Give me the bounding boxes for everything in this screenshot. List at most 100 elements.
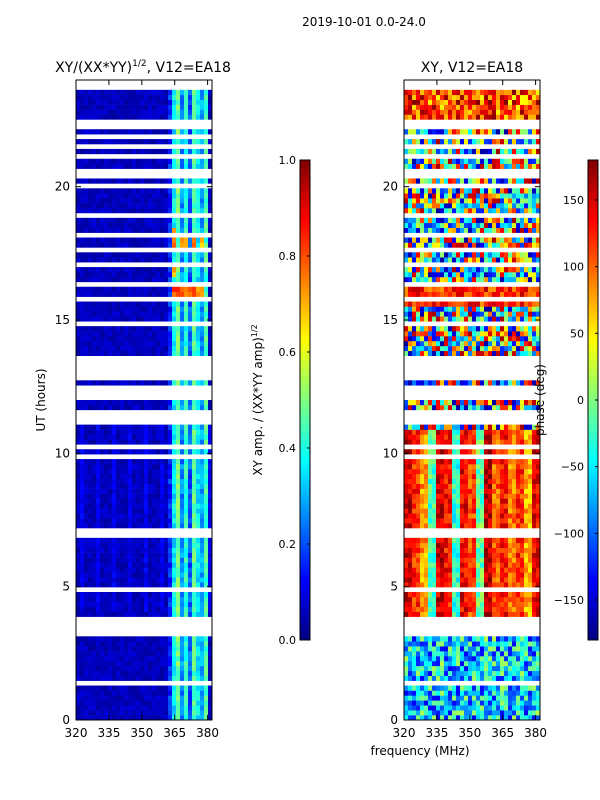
left-heatmap-cell [84,311,89,317]
left-heatmap-cell [132,326,137,332]
left-heatmap-cell [148,690,153,696]
left-heatmap-cell [204,94,209,100]
left-heatmap-cell [136,188,141,194]
left-heatmap-cell [172,193,177,199]
left-heatmap-cell [132,104,137,110]
right-heatmap-cell [488,656,493,662]
left-heatmap-cell [120,178,125,184]
right-heatmap-cell [412,670,417,676]
right-heatmap-cell [496,572,501,578]
left-heatmap-cell [124,326,129,332]
left-heatmap-cell [164,577,169,583]
left-heatmap-cell [160,252,165,258]
left-heatmap-cell [124,596,129,603]
left-heatmap-cell [204,459,209,465]
right-heatmap-cell [532,582,537,588]
left-heatmap-cell [204,518,209,524]
right-heatmap-cell [416,646,421,652]
left-heatmap-cell [176,424,181,430]
left-heatmap-cell [92,636,97,642]
left-heatmap-cell [92,139,97,145]
left-colorbar-segment [300,168,310,173]
right-heatmap-cell [448,695,453,701]
left-heatmap-cell [100,148,105,155]
right-heatmap-cell [464,656,469,662]
left-colorbar-segment [300,192,310,197]
left-heatmap-cell [128,592,133,598]
right-heatmap-cell [408,518,413,524]
left-heatmap-cell [76,139,81,145]
left-heatmap-cell [156,611,161,617]
right-heatmap-cell [432,513,437,519]
left-heatmap-cell [84,508,89,514]
right-heatmap-cell [476,690,481,696]
right-heatmap-cell [484,606,489,612]
left-heatmap-cell [112,473,117,480]
right-heatmap-cell [468,656,473,662]
right-heatmap-cell [420,675,425,681]
right-heatmap-cell [484,710,489,716]
left-heatmap-cell [148,252,153,258]
right-heatmap-cell [432,557,437,563]
left-heatmap-cell [132,208,137,214]
left-heatmap-cell [204,700,209,706]
left-heatmap-cell [152,665,157,672]
left-heatmap-cell [152,611,157,617]
left-heatmap-cell [88,513,93,519]
left-heatmap-cell [116,705,121,711]
right-heatmap-cell [520,572,525,578]
left-heatmap-cell [140,572,145,578]
left-heatmap-cell [164,129,169,135]
left-heatmap-cell [184,488,189,494]
right-heatmap-cell [436,464,441,470]
left-heatmap-cell [84,646,89,652]
right-heatmap-cell [416,596,421,603]
left-heatmap-cell [124,449,129,455]
left-heatmap-cell [168,148,173,155]
right-heatmap-cell [476,523,481,529]
right-heatmap-cell [496,459,501,465]
left-heatmap-cell [160,547,165,553]
right-heatmap-cell [416,675,421,681]
left-heatmap-cell [164,237,169,243]
right-heatmap-cell [500,582,505,588]
left-heatmap-cell [80,468,85,475]
left-heatmap-cell [168,601,173,608]
left-heatmap-cell [192,483,197,489]
left-heatmap-cell [188,552,193,558]
right-heatmap-cell [508,508,513,514]
right-heatmap-cell [416,636,421,642]
left-heatmap-cell [160,601,165,608]
left-heatmap-cell [128,429,133,435]
left-heatmap-cell [96,656,101,662]
left-heatmap-cell [164,404,169,411]
right-heatmap-cell [428,710,433,716]
right-heatmap-cell [448,518,453,524]
left-heatmap-cell [144,567,149,573]
right-heatmap-cell [448,552,453,558]
right-heatmap-cell [468,562,473,568]
left-heatmap-cell [208,488,212,494]
left-heatmap-cell [144,272,149,278]
left-heatmap-cell [152,340,157,347]
left-heatmap-cell [140,449,145,455]
right-heatmap-cell [464,503,469,509]
left-heatmap-cell [160,508,165,514]
right-heatmap-cell [488,695,493,701]
left-heatmap-cell [200,109,205,115]
left-heatmap-cell [176,503,181,509]
right-heatmap-cell [528,468,533,475]
left-heatmap-cell [144,114,149,120]
left-heatmap-cell [116,473,121,480]
left-heatmap-cell [104,286,109,292]
left-heatmap-cell [80,217,85,224]
left-heatmap-cell [88,601,93,608]
right-heatmap-cell [416,582,421,588]
left-heatmap-cell [128,685,133,691]
left-heatmap-cell [100,424,105,430]
left-heatmap-cell [196,572,201,578]
left-heatmap-cell [140,493,145,499]
left-heatmap-cell [144,291,149,297]
right-heatmap-cell [440,577,445,583]
left-heatmap-cell [196,665,201,672]
